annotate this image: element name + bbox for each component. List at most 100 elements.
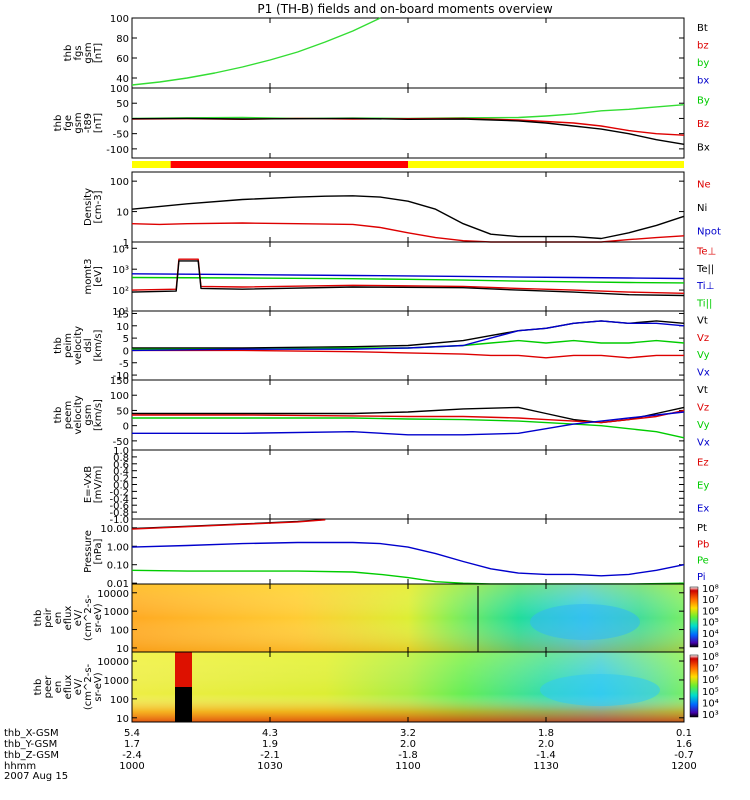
legend-entry: Ex	[697, 504, 709, 515]
y-tick-label: 0.8	[113, 453, 129, 464]
panel-8: 10.00 1.00 0.10 0.01 Pressure [nPa] Pt Pb Pe Pi	[83, 518, 709, 590]
legend-entry: Vx	[697, 367, 710, 378]
panel-frame	[131, 87, 685, 159]
panel-1: 100 80 60 40 thb fgs gsm [nT] Bt bz by bx	[63, 14, 709, 89]
y-tick-label: 10.00	[100, 524, 129, 535]
y-tick-label: 100	[110, 391, 129, 402]
time-axis-tick-label: 1030	[257, 761, 282, 772]
y-axis-label: E=-VxB	[83, 466, 94, 503]
mode-bar-segment	[132, 161, 171, 168]
time-axis-tick-label: 1000	[119, 761, 144, 772]
y-axis-label: Pressure	[83, 530, 94, 573]
y-tick-label: 0	[123, 422, 129, 433]
y-tick-label: 1.0	[113, 446, 129, 457]
y-axis-label: velocity	[73, 326, 84, 365]
y-axis-label: Density	[83, 188, 94, 226]
y-tick-label: 100	[110, 84, 129, 95]
y-axis-label: peem	[63, 401, 74, 429]
y-axis-label: en	[53, 681, 64, 694]
y-tick-label: 0.01	[107, 579, 129, 590]
time-axis-tick-label: 1.6	[676, 739, 692, 750]
time-axis-tick-label: -2.1	[260, 750, 280, 761]
series-line	[131, 541, 685, 577]
mode-bar-segment	[170, 161, 408, 168]
y-axis-label: [nT]	[93, 113, 104, 133]
time-axis-tick-label: 5.4	[124, 728, 140, 739]
y-tick-label: 1000	[104, 676, 129, 687]
y-tick-label: 10³	[112, 265, 129, 276]
series-line	[131, 222, 685, 243]
y-tick-label: 100	[110, 177, 129, 188]
series-line	[131, 273, 685, 280]
y-axis-label: sr-eV)	[93, 672, 104, 701]
legend-entry: Vz	[697, 333, 709, 344]
series-line	[131, 276, 685, 284]
colorbar-tick-label: 10⁸	[702, 652, 719, 663]
series-line	[132, 409, 685, 424]
legend-entry: Te||	[696, 264, 714, 275]
panel-frame	[131, 449, 685, 520]
colorbar-tick-label: 10⁸	[702, 584, 719, 595]
y-axis-label: thb	[53, 337, 64, 354]
y-axis-label: -t89	[83, 113, 94, 133]
legend-entry: Vt	[697, 385, 708, 396]
y-axis-label: eV/	[73, 609, 84, 626]
time-axis-tick-label: 1100	[395, 761, 420, 772]
series-line	[131, 117, 685, 136]
y-axis-label: [nT]	[93, 43, 104, 63]
time-axis-row-label: thb_Y-GSM	[4, 739, 57, 750]
y-tick-label: 0.4	[113, 467, 129, 478]
y-axis-label: gsm	[73, 112, 84, 133]
colorbar-tick-label: 10⁷	[702, 664, 719, 675]
time-axis-tick-label: -1.4	[536, 750, 556, 761]
y-tick-label: 10000	[97, 589, 129, 600]
legend-entry: Ti||	[696, 298, 712, 309]
time-axis-tick-label: 1.7	[124, 739, 140, 750]
y-axis-label: en	[53, 612, 64, 625]
mode-bar	[132, 161, 684, 168]
y-tick-label: 60	[116, 54, 129, 65]
y-tick-label: 0.2	[113, 474, 129, 485]
time-axis-row-label: thb_Z-GSM	[4, 750, 59, 761]
y-axis-label: [km/s]	[93, 399, 104, 431]
y-tick-label: 10	[116, 714, 129, 725]
panel-frame	[131, 518, 685, 585]
y-axis-label: thb	[53, 407, 64, 424]
legend-entry: Pe	[697, 556, 709, 567]
series-line	[131, 117, 685, 145]
y-axis-label: gsm	[83, 404, 94, 425]
legend-entry: bz	[697, 40, 709, 51]
legend-entry: Bz	[697, 119, 709, 130]
y-axis-label: peim	[63, 333, 74, 358]
panel-3: 100 10 1 Density [cm-3] Ne Ni Npot	[83, 171, 721, 249]
time-axis-tick-label: -2.4	[122, 750, 142, 761]
panel-6: 150 100 50 0 -50 thb peem velocity gsm [km/s] Vt Vz…	[53, 376, 710, 451]
colorbar-tick-label: 10⁴	[702, 629, 719, 640]
y-axis-label: fge	[63, 115, 74, 131]
colorbar-tick-label: 10⁵	[702, 618, 719, 629]
series-line	[131, 104, 685, 120]
y-axis-label: eflux	[63, 675, 74, 700]
y-tick-label: 10¹	[112, 307, 129, 318]
legend-entry: Npot	[697, 226, 721, 237]
legend-entry: Pi	[697, 572, 706, 583]
y-axis-label: fgs	[73, 45, 84, 60]
y-tick-label: 1000	[104, 607, 129, 618]
panel-frame	[131, 171, 685, 243]
colorbar-tick-label: 10⁶	[702, 675, 719, 686]
legend-entry: Vy	[697, 350, 710, 361]
legend-entry: Ez	[697, 458, 709, 469]
y-axis-label: [km/s]	[93, 329, 104, 361]
y-tick-label: 100	[110, 695, 129, 706]
legend-entry: Vy	[697, 420, 710, 431]
spectrogram-gap-top	[175, 652, 192, 687]
time-axis-tick-label: 1200	[671, 761, 696, 772]
y-tick-label: -5	[119, 359, 129, 370]
y-tick-label: -0.4	[109, 494, 129, 505]
legend-entry: Vx	[697, 437, 710, 448]
series-line	[131, 17, 381, 86]
y-tick-label: -10	[113, 371, 129, 382]
colorbar-tick-label: 10⁵	[702, 687, 719, 698]
